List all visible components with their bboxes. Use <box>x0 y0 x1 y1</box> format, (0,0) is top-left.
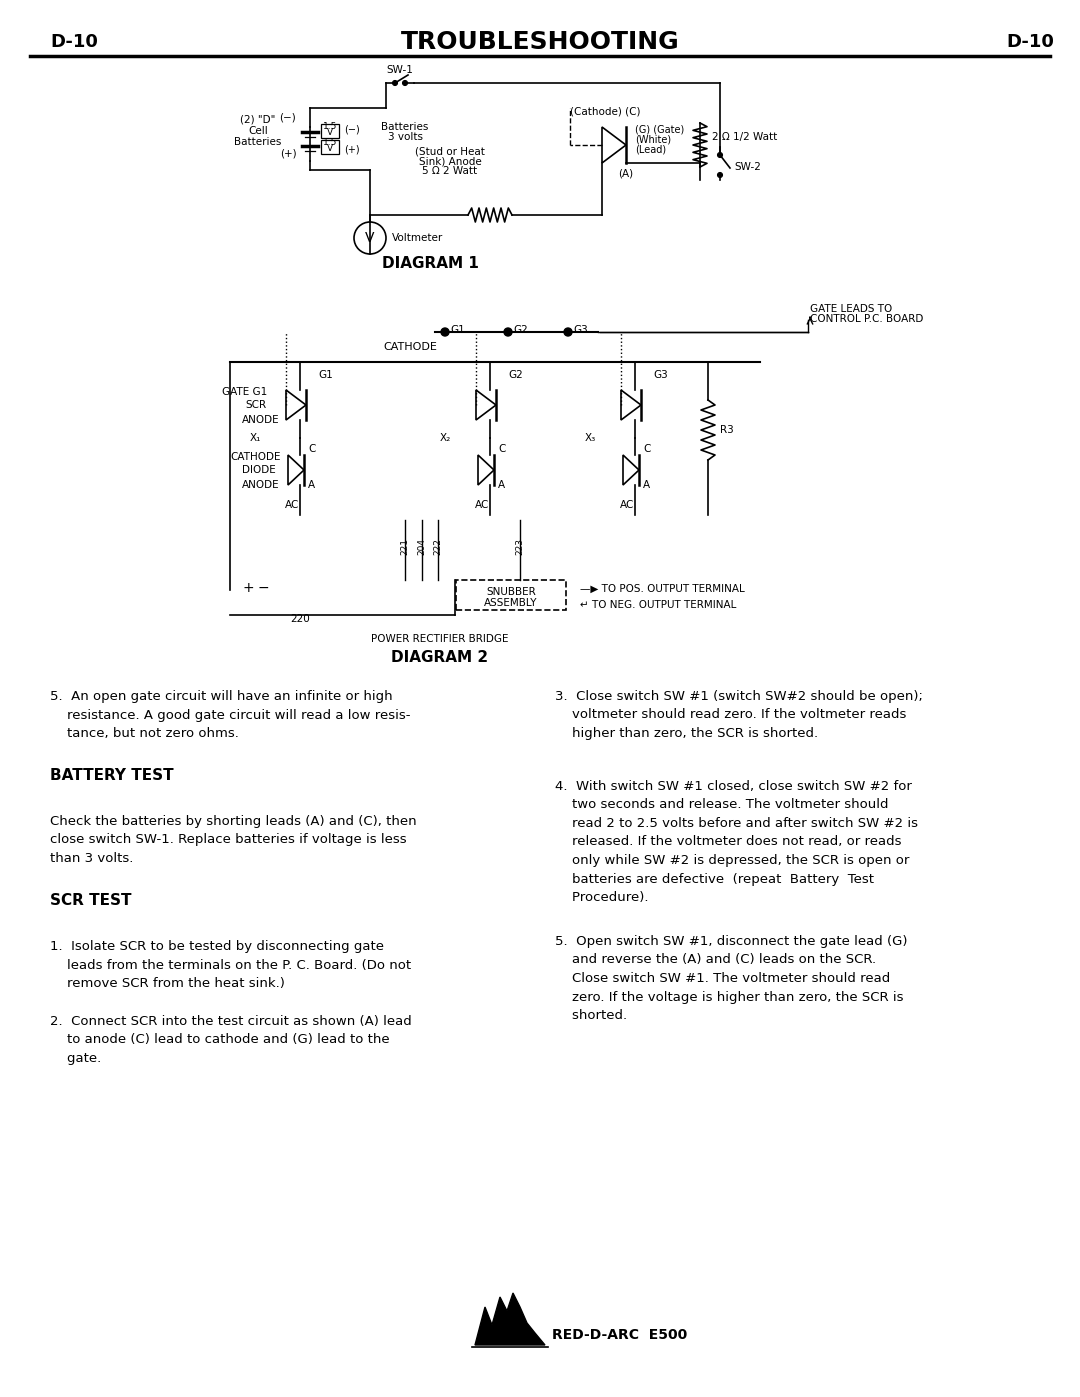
Text: DIAGRAM 1: DIAGRAM 1 <box>381 256 478 271</box>
Text: 221: 221 <box>401 538 409 555</box>
Circle shape <box>441 328 449 337</box>
Text: G2: G2 <box>508 370 523 380</box>
Polygon shape <box>475 1294 545 1345</box>
Text: AC: AC <box>285 500 299 510</box>
Text: R3: R3 <box>720 425 733 434</box>
Text: (White): (White) <box>635 136 671 145</box>
Text: Batteries: Batteries <box>381 122 429 131</box>
Circle shape <box>504 328 512 337</box>
Circle shape <box>403 81 407 85</box>
Text: SNUBBER: SNUBBER <box>486 587 536 597</box>
Text: (2) "D": (2) "D" <box>241 115 275 124</box>
Text: V: V <box>365 231 375 244</box>
Text: GATE G1: GATE G1 <box>222 387 267 397</box>
Text: SCR TEST: SCR TEST <box>50 893 132 908</box>
Text: V: V <box>327 144 333 154</box>
Text: BATTERY TEST: BATTERY TEST <box>50 768 174 782</box>
Text: POWER RECTIFIER BRIDGE: POWER RECTIFIER BRIDGE <box>372 634 509 644</box>
Text: G2: G2 <box>513 326 528 335</box>
Text: 1.5: 1.5 <box>323 122 337 131</box>
Text: ANODE: ANODE <box>242 481 280 490</box>
Text: Cell: Cell <box>248 126 268 136</box>
Text: AC: AC <box>475 500 489 510</box>
Text: X₃: X₃ <box>585 433 596 443</box>
Circle shape <box>564 328 572 337</box>
Text: 5.  An open gate circuit will have an infinite or high
    resistance. A good ga: 5. An open gate circuit will have an inf… <box>50 690 410 740</box>
Text: 223: 223 <box>515 538 525 555</box>
Circle shape <box>717 172 723 177</box>
Text: G3: G3 <box>573 326 588 335</box>
Text: X₂: X₂ <box>440 433 451 443</box>
Text: SCR: SCR <box>245 400 266 409</box>
Text: (−): (−) <box>345 124 360 134</box>
Text: DIODE: DIODE <box>242 465 275 475</box>
Text: (−): (−) <box>280 112 296 122</box>
Text: D-10: D-10 <box>50 34 98 52</box>
Text: RED-D-ARC  E500: RED-D-ARC E500 <box>552 1329 687 1343</box>
Text: 4.  With switch SW #1 closed, close switch SW #2 for
    two seconds and release: 4. With switch SW #1 closed, close switc… <box>555 780 918 904</box>
Text: 5.  Open switch SW #1, disconnect the gate lead (G)
    and reverse the (A) and : 5. Open switch SW #1, disconnect the gat… <box>555 935 907 1023</box>
Text: 2.  Connect SCR into the test circuit as shown (A) lead
    to anode (C) lead to: 2. Connect SCR into the test circuit as … <box>50 1016 411 1065</box>
Text: CATHODE: CATHODE <box>230 453 281 462</box>
Text: (Stud or Heat: (Stud or Heat <box>415 147 485 156</box>
Text: G1: G1 <box>450 326 464 335</box>
Bar <box>321 140 339 154</box>
Text: (Lead): (Lead) <box>635 145 666 155</box>
Text: 3 volts: 3 volts <box>388 131 422 142</box>
Text: (+): (+) <box>280 148 296 158</box>
Text: Batteries: Batteries <box>234 137 282 147</box>
Text: A: A <box>308 481 315 490</box>
Text: ASSEMBLY: ASSEMBLY <box>484 598 538 608</box>
Text: A: A <box>498 481 505 490</box>
Text: 3.  Close switch SW #1 (switch SW#2 should be open);
    voltmeter should read z: 3. Close switch SW #1 (switch SW#2 shoul… <box>555 690 923 740</box>
Text: 204: 204 <box>418 538 427 555</box>
Text: C: C <box>498 444 505 454</box>
Bar <box>321 124 339 138</box>
Text: GATE LEADS TO: GATE LEADS TO <box>810 305 892 314</box>
Text: DIAGRAM 2: DIAGRAM 2 <box>391 650 488 665</box>
Circle shape <box>392 81 397 85</box>
Text: (G) (Gate): (G) (Gate) <box>635 124 685 136</box>
Text: Sink) Anode: Sink) Anode <box>419 156 482 166</box>
Text: SW-2: SW-2 <box>734 162 761 172</box>
Text: ↵ TO NEG. OUTPUT TERMINAL: ↵ TO NEG. OUTPUT TERMINAL <box>580 599 737 610</box>
Text: 220: 220 <box>291 615 310 624</box>
Text: Voltmeter: Voltmeter <box>392 233 443 243</box>
Text: 2 Ω 1/2 Watt: 2 Ω 1/2 Watt <box>712 131 778 142</box>
Text: C: C <box>308 444 315 454</box>
Text: X₁: X₁ <box>249 433 261 443</box>
Text: SW-1: SW-1 <box>387 66 414 75</box>
Text: —▶ TO POS. OUTPUT TERMINAL: —▶ TO POS. OUTPUT TERMINAL <box>580 584 745 594</box>
Text: 222: 222 <box>433 538 443 555</box>
Bar <box>456 580 566 610</box>
Text: 5 Ω 2 Watt: 5 Ω 2 Watt <box>422 166 477 176</box>
Text: A: A <box>643 481 650 490</box>
Text: +: + <box>243 581 255 595</box>
Text: −: − <box>258 581 270 595</box>
Text: 1.  Isolate SCR to be tested by disconnecting gate
    leads from the terminals : 1. Isolate SCR to be tested by disconnec… <box>50 940 411 990</box>
Text: CONTROL P.C. BOARD: CONTROL P.C. BOARD <box>810 314 923 324</box>
Text: (Cathode) (C): (Cathode) (C) <box>570 108 640 117</box>
Circle shape <box>717 152 723 158</box>
Text: 1.5: 1.5 <box>323 138 337 147</box>
Text: AC: AC <box>620 500 634 510</box>
Text: G3: G3 <box>653 370 667 380</box>
Text: G1: G1 <box>318 370 333 380</box>
Text: D-10: D-10 <box>1007 34 1054 52</box>
Text: (A): (A) <box>619 169 634 179</box>
Text: C: C <box>643 444 650 454</box>
Text: V: V <box>327 129 333 137</box>
Text: ANODE: ANODE <box>242 415 280 425</box>
Text: TROUBLESHOOTING: TROUBLESHOOTING <box>401 29 679 54</box>
Text: Check the batteries by shorting leads (A) and (C), then
close switch SW-1. Repla: Check the batteries by shorting leads (A… <box>50 814 417 865</box>
Text: (+): (+) <box>345 144 360 154</box>
Text: CATHODE: CATHODE <box>383 342 437 352</box>
